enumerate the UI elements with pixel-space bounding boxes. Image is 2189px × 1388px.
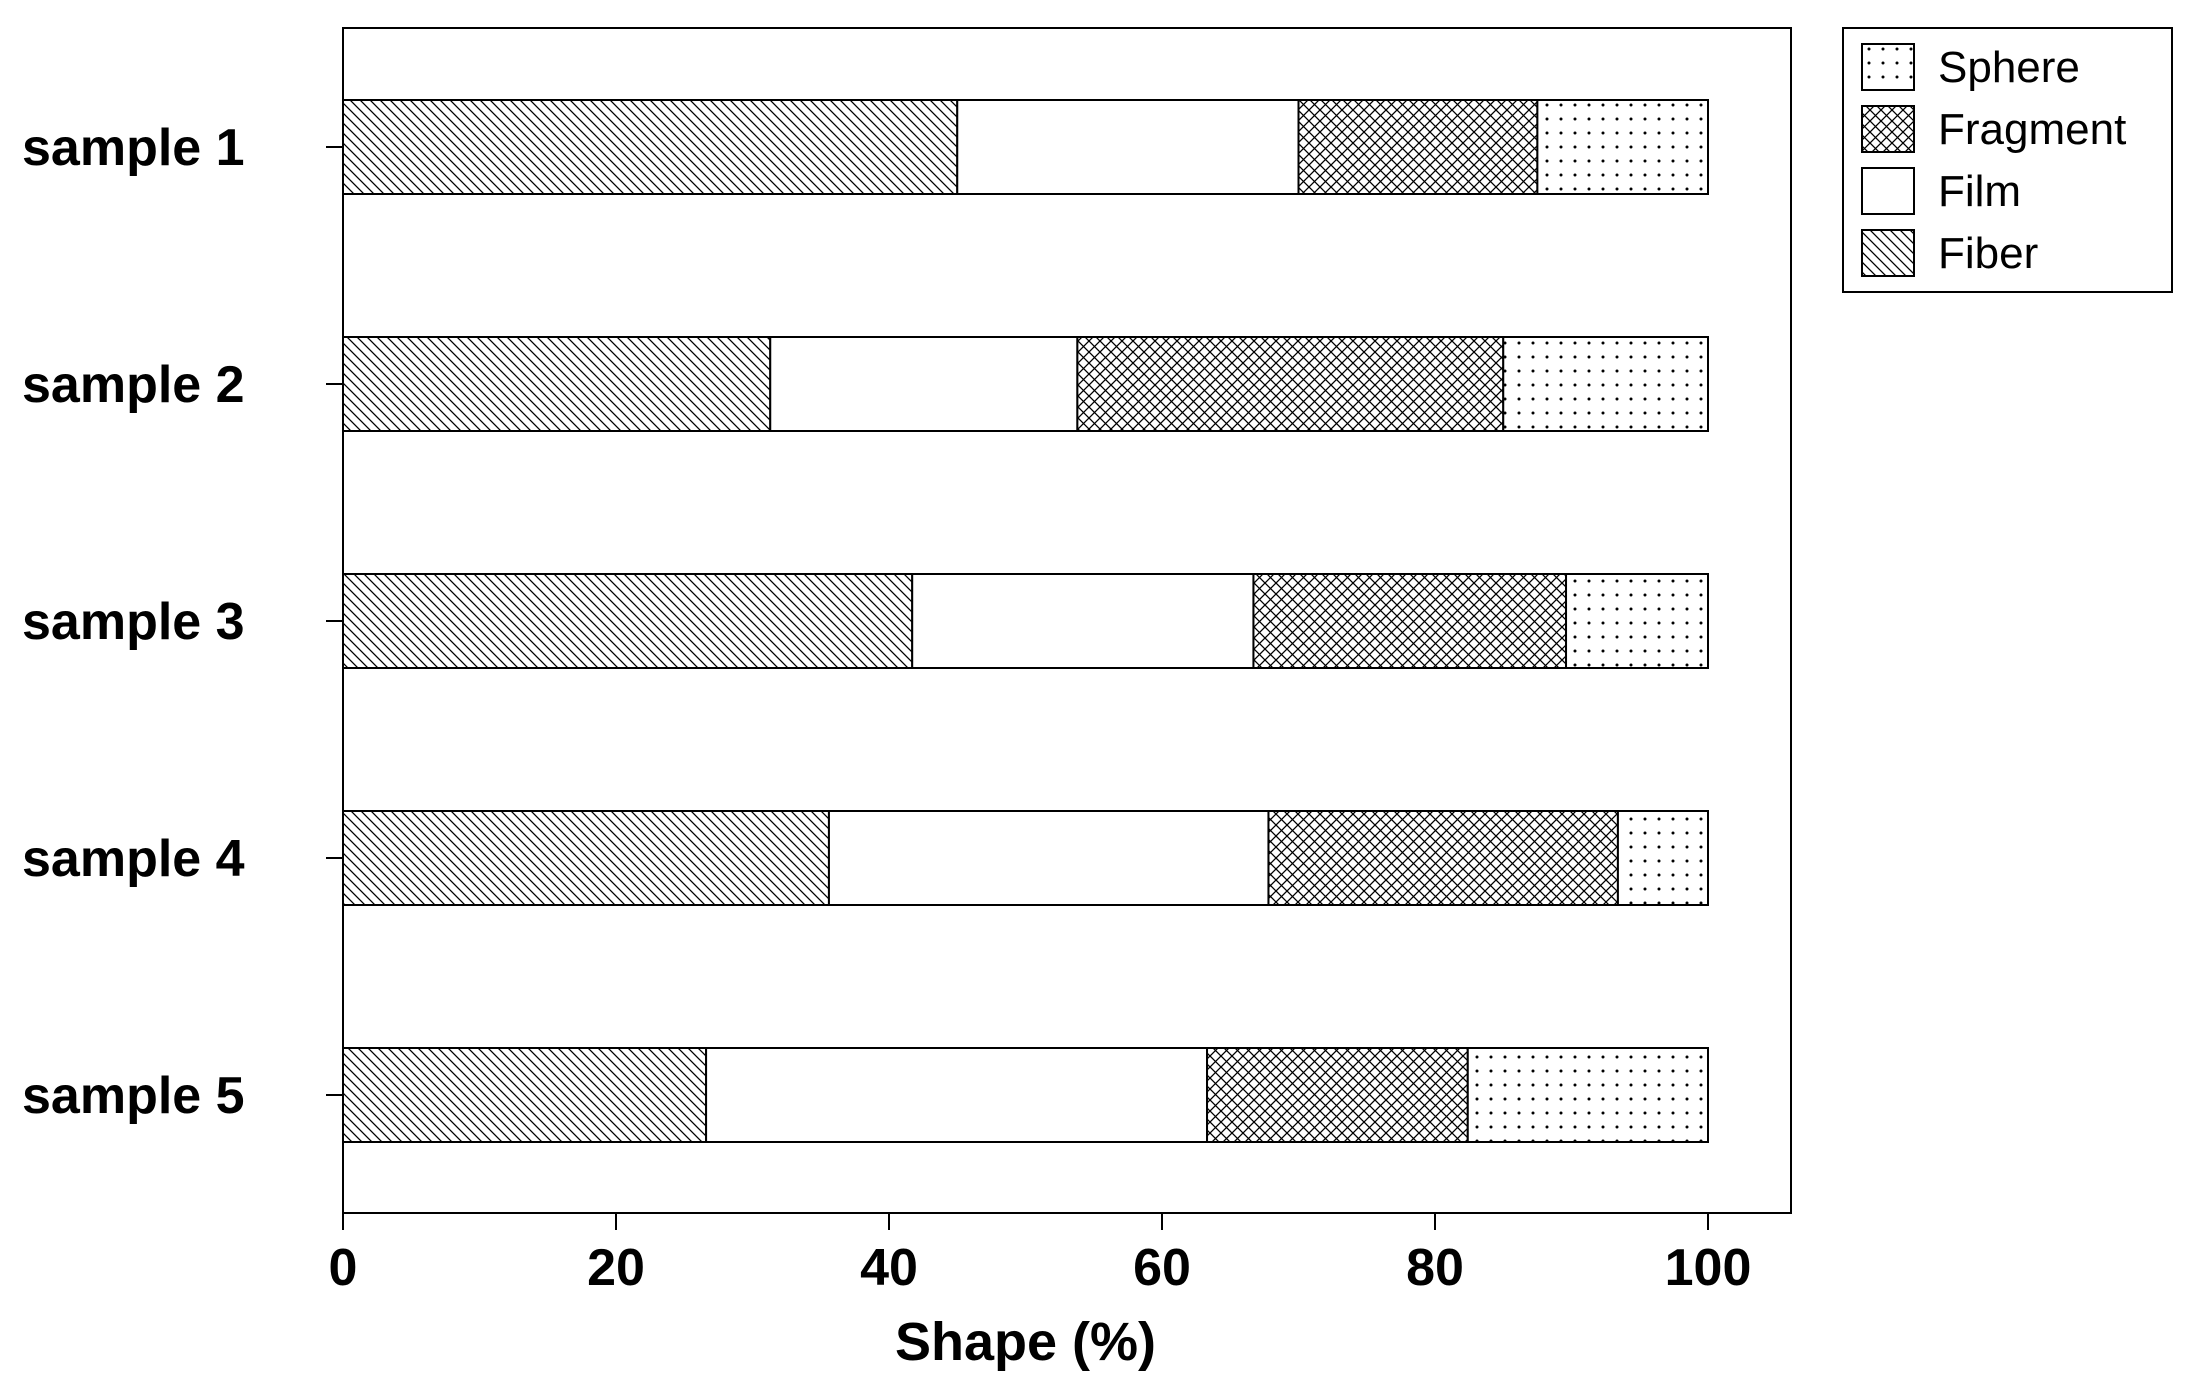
category-label: sample 4	[22, 830, 245, 888]
legend-swatch-fiber	[1861, 229, 1915, 277]
bar-fiber-3	[342, 573, 914, 669]
bar-fragment-5	[1206, 1047, 1469, 1143]
bar-sphere-4	[1616, 810, 1710, 906]
category-label: sample 5	[22, 1067, 245, 1125]
bar-fragment-3	[1252, 573, 1568, 669]
bar-fragment-4	[1267, 810, 1619, 906]
legend-label-sphere: Sphere	[1938, 43, 2080, 92]
bar-film-4	[827, 810, 1270, 906]
bar-fragment-2	[1076, 336, 1505, 432]
legend-swatch-film	[1861, 167, 1915, 215]
x-axis-title: Shape (%)	[895, 1312, 1156, 1372]
category-label: sample 1	[22, 119, 245, 177]
legend-label-fiber: Fiber	[1938, 229, 2038, 278]
bar-film-2	[769, 336, 1079, 432]
bar-sphere-2	[1502, 336, 1709, 432]
x-tick-label: 80	[1406, 1239, 1464, 1297]
legend-label-film: Film	[1938, 167, 2021, 216]
bar-fiber-2	[342, 336, 772, 432]
bar-sphere-1	[1536, 99, 1709, 195]
x-tick-label: 100	[1665, 1239, 1752, 1297]
category-label: sample 3	[22, 593, 245, 651]
bar-fragment-1	[1297, 99, 1539, 195]
x-tick-label: 40	[860, 1239, 918, 1297]
bar-film-3	[911, 573, 1255, 669]
legend-swatch-sphere	[1861, 43, 1915, 91]
x-tick-label: 20	[587, 1239, 645, 1297]
bar-sphere-5	[1466, 1047, 1710, 1143]
category-label: sample 2	[22, 356, 245, 414]
bar-fiber-4	[342, 810, 830, 906]
bar-film-5	[705, 1047, 1209, 1143]
bar-film-1	[956, 99, 1300, 195]
x-tick-label: 60	[1133, 1239, 1191, 1297]
bar-fiber-1	[342, 99, 959, 195]
bar-fiber-5	[342, 1047, 708, 1143]
bar-sphere-3	[1565, 573, 1710, 669]
legend-label-fragment: Fragment	[1938, 105, 2126, 154]
legend-swatch-fragment	[1861, 105, 1915, 153]
x-tick-label: 0	[329, 1239, 358, 1297]
